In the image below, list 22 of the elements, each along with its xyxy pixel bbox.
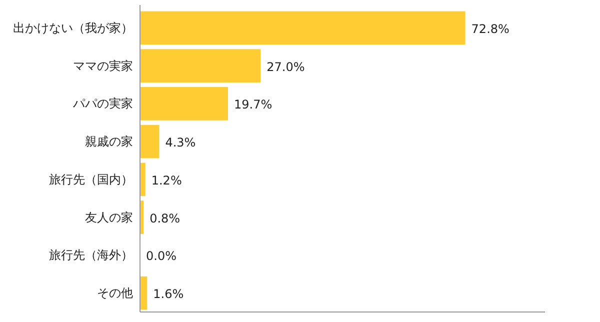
data-label: 19.7%: [234, 98, 272, 112]
bar: [140, 162, 146, 196]
data-label: 4.3%: [165, 136, 196, 150]
data-label: 0.0%: [146, 249, 176, 264]
bar: [140, 124, 160, 158]
bar: [140, 49, 261, 82]
y-tick-label: 旅行先（国内）: [49, 172, 133, 186]
y-tick-label: 友人の家: [85, 210, 133, 224]
data-label: 27.0%: [266, 60, 305, 74]
data-label: 0.8%: [150, 211, 180, 226]
data-label: 1.2%: [151, 173, 182, 188]
bar: [140, 87, 228, 120]
bar: [140, 276, 148, 310]
y-tick-label: パパの実家: [72, 96, 133, 111]
bar: [140, 11, 466, 45]
y-tick-label: ママの実家: [73, 58, 133, 73]
data-label: 72.8%: [471, 22, 510, 36]
y-tick-label: 出かけない（我が家）: [13, 20, 133, 35]
data-label: 1.6%: [153, 287, 184, 302]
y-tick-label: 親戚の家: [85, 134, 133, 149]
y-tick-label: 旅行先（海外）: [49, 248, 133, 262]
y-tick-label: その他: [97, 286, 133, 300]
